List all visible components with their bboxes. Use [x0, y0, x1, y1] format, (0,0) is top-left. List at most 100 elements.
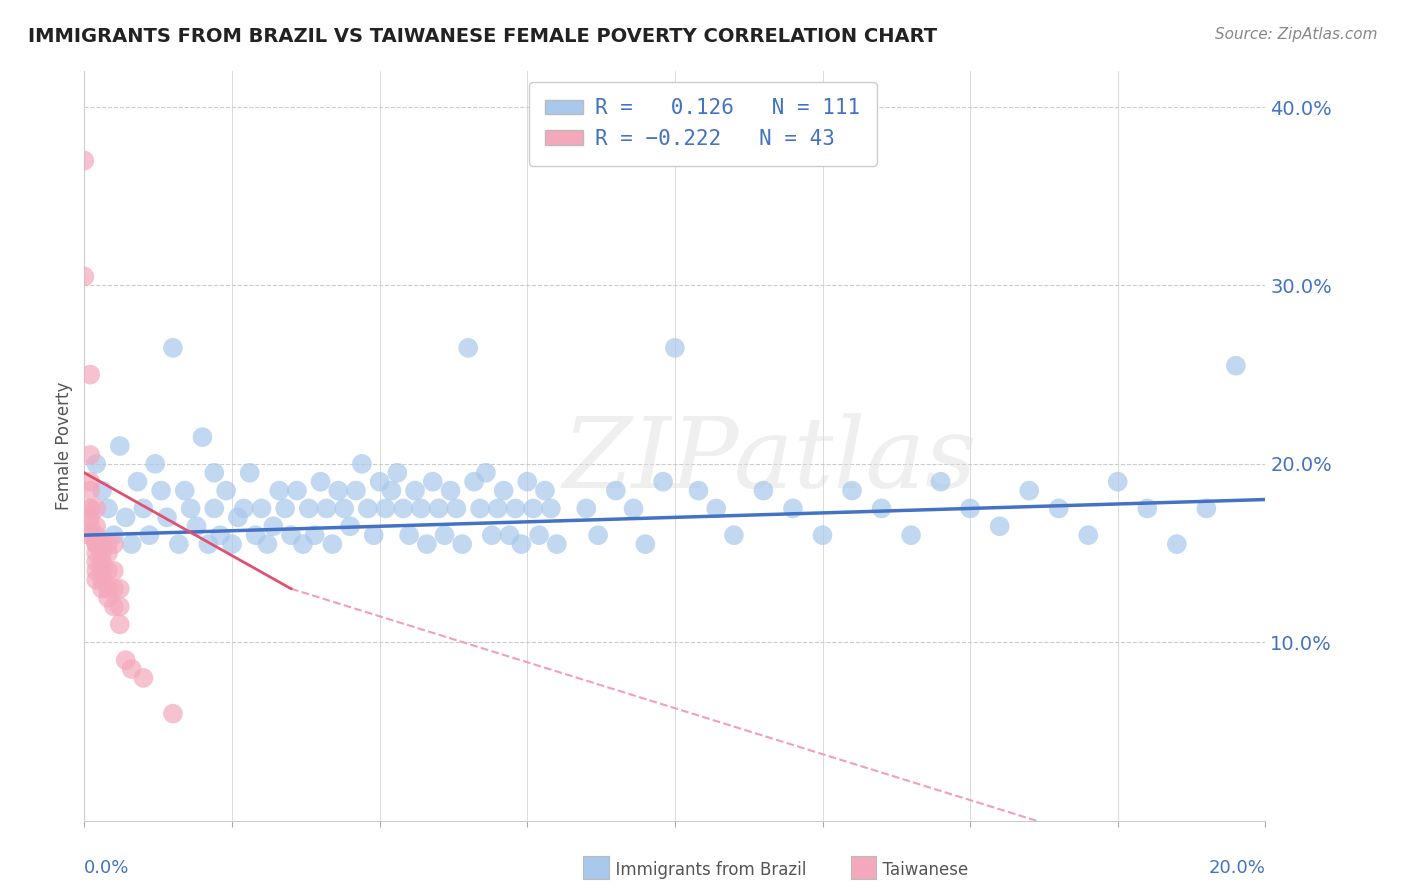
Point: [143, 457, 166, 471]
Point: [162, 706, 184, 721]
Point: [498, 528, 520, 542]
Point: [226, 510, 249, 524]
Point: [451, 537, 474, 551]
Point: [91, 483, 114, 498]
Point: [298, 501, 321, 516]
Point: [132, 501, 155, 516]
Point: [91, 582, 114, 596]
Point: [416, 537, 439, 551]
Point: [97, 591, 120, 605]
Point: [84, 564, 107, 578]
Point: [870, 501, 893, 516]
Point: [245, 528, 267, 542]
Text: ZIPatlas: ZIPatlas: [562, 413, 977, 508]
Point: [97, 537, 120, 551]
Point: [350, 457, 373, 471]
Point: [929, 475, 952, 489]
Point: [167, 537, 190, 551]
Point: [84, 519, 107, 533]
Point: [84, 537, 107, 551]
Point: [91, 564, 114, 578]
Point: [291, 537, 314, 551]
Point: [180, 501, 202, 516]
Point: [97, 546, 120, 560]
Point: [811, 528, 834, 542]
Point: [782, 501, 804, 516]
Point: [114, 510, 136, 524]
Point: [91, 573, 114, 587]
Point: [269, 483, 291, 498]
Point: [427, 501, 450, 516]
Point: [510, 537, 533, 551]
Point: [114, 653, 136, 667]
Point: [344, 483, 367, 498]
Point: [398, 528, 420, 542]
Point: [368, 475, 391, 489]
Point: [446, 501, 468, 516]
Point: [723, 528, 745, 542]
Point: [752, 483, 775, 498]
Point: [84, 555, 107, 569]
Point: [256, 537, 278, 551]
Point: [357, 501, 380, 516]
Point: [328, 483, 350, 498]
Point: [534, 483, 557, 498]
Point: [285, 483, 308, 498]
Point: [623, 501, 645, 516]
Point: [605, 483, 627, 498]
Point: [333, 501, 356, 516]
Point: [91, 555, 114, 569]
Point: [215, 483, 238, 498]
Text: Taiwanese: Taiwanese: [872, 861, 967, 879]
Point: [79, 510, 101, 524]
Point: [84, 528, 107, 542]
Point: [463, 475, 485, 489]
Point: [197, 537, 219, 551]
Point: [1195, 501, 1218, 516]
Point: [1136, 501, 1159, 516]
Point: [540, 501, 562, 516]
Point: [79, 483, 101, 498]
Point: [392, 501, 415, 516]
Point: [121, 662, 143, 676]
Point: [433, 528, 456, 542]
Point: [1225, 359, 1247, 373]
Text: 0.0%: 0.0%: [84, 859, 129, 877]
Point: [841, 483, 863, 498]
Point: [73, 153, 96, 168]
Point: [586, 528, 609, 542]
Point: [1047, 501, 1070, 516]
Point: [315, 501, 337, 516]
Point: [1018, 483, 1040, 498]
Point: [457, 341, 479, 355]
Point: [191, 430, 214, 444]
Point: [79, 368, 101, 382]
Point: [84, 457, 107, 471]
Point: [221, 537, 243, 551]
Point: [108, 582, 131, 596]
Point: [127, 475, 149, 489]
Point: [527, 528, 550, 542]
Point: [79, 528, 101, 542]
Point: [959, 501, 981, 516]
Point: [363, 528, 385, 542]
Point: [1077, 528, 1099, 542]
Point: [202, 466, 225, 480]
Point: [103, 599, 125, 614]
Legend: R =   0.126   N = 111, R = −0.222   N = 43: R = 0.126 N = 111, R = −0.222 N = 43: [529, 82, 877, 166]
Point: [900, 528, 922, 542]
Point: [387, 466, 409, 480]
Point: [439, 483, 461, 498]
Point: [505, 501, 527, 516]
Point: [84, 546, 107, 560]
Point: [103, 582, 125, 596]
Point: [103, 528, 125, 542]
Text: Source: ZipAtlas.com: Source: ZipAtlas.com: [1215, 27, 1378, 42]
Point: [79, 448, 101, 462]
Point: [97, 501, 120, 516]
Point: [156, 510, 179, 524]
Point: [321, 537, 343, 551]
Point: [339, 519, 361, 533]
Point: [138, 528, 160, 542]
Point: [108, 439, 131, 453]
